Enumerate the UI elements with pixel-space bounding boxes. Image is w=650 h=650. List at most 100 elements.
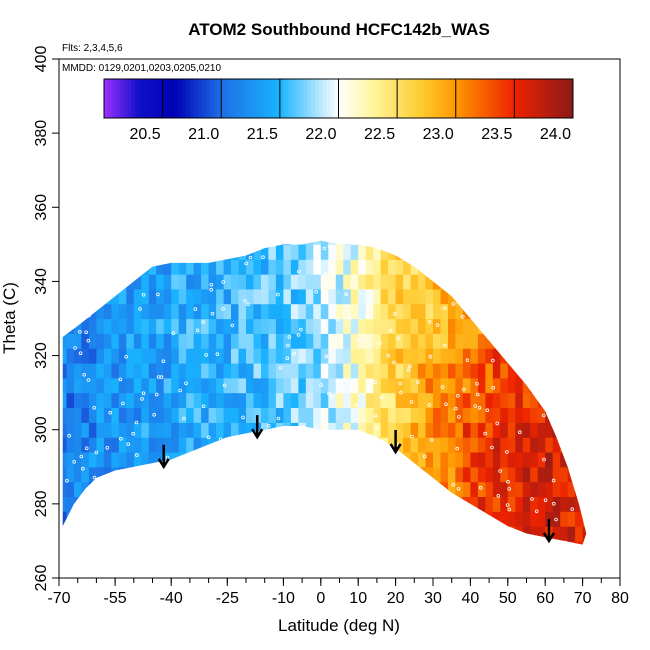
heatmap-cell	[313, 466, 322, 483]
heatmap-cell	[425, 259, 434, 275]
heatmap-cell	[425, 333, 434, 349]
sample-dot	[159, 375, 164, 379]
heatmap-cell	[246, 540, 255, 545]
heatmap-cell	[575, 244, 584, 260]
colorbar-segment	[260, 79, 265, 118]
sample-dot	[354, 435, 359, 440]
sample-dot	[373, 413, 378, 418]
heatmap-cell	[433, 511, 442, 527]
heatmap-cell	[238, 259, 247, 275]
heatmap-cell	[328, 348, 337, 364]
heatmap-cell	[171, 288, 180, 305]
heatmap-cell	[118, 481, 127, 497]
heatmap-cell	[223, 407, 232, 423]
heatmap-cell	[358, 348, 367, 364]
heatmap-cell	[186, 377, 195, 394]
heatmap-cell	[133, 377, 142, 394]
heatmap-cell	[560, 288, 569, 305]
heatmap-cell	[410, 407, 419, 423]
heatmap-cell	[283, 303, 292, 320]
sample-dot	[456, 486, 461, 491]
colorbar-segment	[318, 79, 324, 118]
heatmap-cell	[193, 303, 202, 320]
heatmap-cell	[133, 363, 142, 379]
heatmap-cell	[492, 422, 501, 438]
heatmap-cell	[208, 511, 217, 527]
heatmap-cell	[328, 363, 337, 379]
sample-dot	[94, 450, 99, 455]
heatmap-cell	[350, 303, 359, 320]
heatmap-cell	[193, 392, 202, 408]
heatmap-cell	[395, 274, 404, 290]
heatmap-cell	[81, 481, 90, 497]
heatmap-cell	[62, 288, 68, 305]
heatmap-cell	[455, 526, 464, 542]
colorbar-segment	[201, 79, 207, 118]
heatmap-cell	[492, 318, 501, 334]
heatmap-cell	[492, 333, 501, 349]
heatmap-cell	[410, 526, 419, 542]
heatmap-cell	[380, 481, 389, 497]
heatmap-cell	[201, 526, 210, 542]
heatmap-cell	[246, 422, 255, 438]
sample-dot	[543, 498, 548, 503]
colorbar-segment	[166, 79, 171, 118]
heatmap-cell	[133, 437, 142, 453]
heatmap-cell	[537, 274, 546, 290]
heatmap-cell	[522, 407, 531, 423]
colorbar-segment	[397, 79, 402, 118]
sample-dot	[585, 255, 587, 259]
colorbar-segment	[225, 79, 230, 118]
heatmap-cell	[395, 481, 404, 497]
sample-dot	[388, 457, 392, 462]
heatmap-cell	[103, 496, 112, 512]
heatmap-cell	[425, 318, 434, 334]
heatmap-cell	[201, 511, 210, 527]
heatmap-cell	[163, 240, 172, 245]
sample-dot	[448, 525, 453, 529]
heatmap-cell	[253, 348, 262, 364]
heatmap-cell	[335, 511, 344, 527]
heatmap-cell	[515, 303, 524, 320]
heatmap-cell	[507, 303, 516, 320]
heatmap-cell	[418, 348, 427, 364]
heatmap-cell	[380, 363, 389, 379]
heatmap-cell	[433, 288, 442, 305]
heatmap-cell	[320, 333, 329, 349]
heatmap-cell	[223, 496, 232, 512]
heatmap-cell	[552, 466, 561, 483]
heatmap-cell	[268, 348, 277, 364]
heatmap-cell	[335, 274, 344, 290]
x-tick-label: 80	[611, 590, 629, 607]
sample-dot	[440, 385, 445, 389]
colorbar-segment	[416, 79, 422, 118]
heatmap-cell	[231, 422, 240, 438]
heatmap-cell	[343, 496, 352, 512]
heatmap-cell	[208, 288, 217, 305]
heatmap-cell	[537, 407, 546, 423]
heatmap-cell	[575, 363, 584, 379]
heatmap-cell	[305, 288, 314, 305]
heatmap-cell	[246, 511, 255, 527]
colorbar-segment	[479, 79, 484, 118]
heatmap-cell	[470, 377, 479, 394]
y-tick-label: 340	[33, 268, 50, 295]
sample-dot	[285, 356, 290, 361]
heatmap-cell	[350, 452, 359, 468]
heatmap-cell	[567, 377, 576, 394]
heatmap-cell	[126, 466, 135, 483]
sample-dot	[266, 423, 271, 428]
heatmap-cell	[433, 466, 442, 483]
heatmap-cell	[425, 422, 434, 438]
heatmap-cell	[380, 333, 389, 349]
sample-dot	[415, 484, 420, 489]
heatmap-cell	[462, 466, 471, 483]
heatmap-cell	[246, 452, 255, 468]
heatmap-cell	[275, 511, 284, 527]
heatmap-cell	[395, 540, 404, 545]
heatmap-cell	[193, 466, 202, 483]
heatmap-cell	[66, 240, 75, 245]
heatmap-cell	[358, 240, 367, 245]
colorbar-segment	[522, 79, 527, 118]
heatmap-cell	[552, 333, 561, 349]
